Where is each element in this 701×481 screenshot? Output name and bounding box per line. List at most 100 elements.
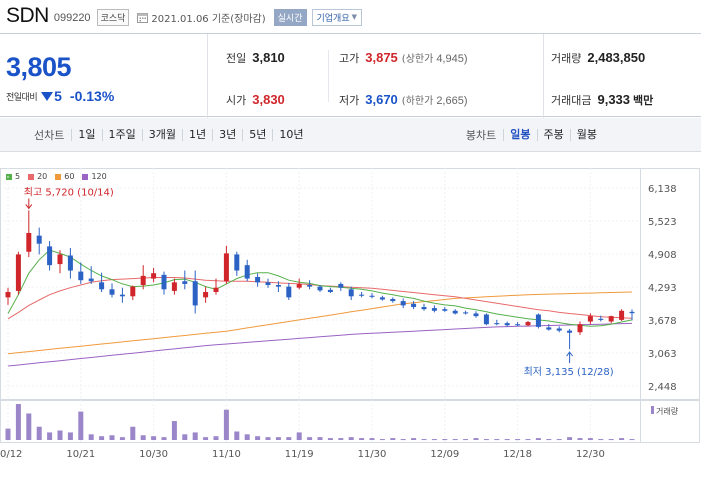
legend-swatch [82,173,89,180]
volume-bar [307,437,313,440]
amount-unit: 백만 [633,94,654,107]
volume-bar [452,439,458,441]
volume-bars: 거래량 [5,404,679,441]
candle-body [151,273,157,279]
candle-body [431,308,437,311]
x-tick-label: 10/21 [66,449,95,460]
candle-body [255,276,261,283]
open-price: 시가 3,830 [226,92,285,108]
legend-label: 5 [15,172,21,181]
stock-code: 099220 [53,12,91,24]
volume-bar [275,437,281,440]
volume-bar [109,435,115,440]
current-price: 3,805 [6,52,72,82]
x-axis: 10/12 10/21 10/30 11/10 11/19 11/30 12/09 12/18… [0,449,605,460]
legend-item[interactable]: 120 [82,172,107,181]
volume-legend-label: 거래량 [656,406,679,416]
candle-body [494,323,500,325]
volume-bar [286,437,292,440]
volume-bar [171,421,177,440]
volume-bar [587,438,593,440]
open-label: 시가 [226,94,247,107]
volume-legend-swatch [651,406,654,414]
price-summary: 3,805 전일대비 5 -0.13% 전일 3,810 시가 3,830 고가… [0,33,701,118]
x-tick-label: 12/09 [430,449,459,460]
line-range-button[interactable]: 5년 [242,128,272,141]
candle-body [213,287,219,292]
realtime-button[interactable]: 실시간 [273,8,307,26]
volume-bar [338,438,344,440]
candle-body [400,301,406,306]
candle-body [36,235,42,244]
candle-body [369,295,375,297]
x-tick-label: 10/30 [139,449,168,460]
legend-item[interactable]: 5 [6,172,20,181]
stock-name: SDN [6,4,49,27]
candle-body [275,285,281,287]
lower-limit-label: (하한가 [401,96,434,107]
candle-body [182,281,188,284]
volume-bar [494,439,500,441]
volume-bar [151,436,157,440]
volume-bar [36,426,42,440]
upper-limit-label: (상한가 [401,54,434,65]
candle-body [15,254,21,291]
candle-body [390,298,396,302]
candle-body [577,324,583,333]
candle-body [608,316,614,322]
y-tick-label: 3,063 [648,349,677,360]
candle-body [130,286,136,297]
change-value: 5 [54,88,62,104]
candle-body [223,253,229,282]
x-tick-label: 12/30 [576,449,605,460]
y-axis: 6,138 5,523 4,908 4,293 3,678 3,063 2,448 [648,184,677,393]
candle-body [473,313,479,317]
price-chart[interactable]: 최고 5,720 (10/14) 최저 3,135 (12/28) 6,138 5,… [0,168,701,481]
volume-bar [47,432,53,440]
volume-bar [608,439,614,441]
volume-bar [473,438,479,440]
line-range-button[interactable]: 3개월 [141,128,182,141]
high-price: 고가 3,875 (상한가 4,945) [339,50,468,66]
volume-bar [327,438,333,440]
low-label: 저가 [339,94,360,107]
candle-body [483,314,489,325]
candle-body [452,310,458,314]
volume-bar [223,409,229,440]
line-range-button[interactable]: 10년 [272,128,309,141]
volume-bar [192,432,198,440]
legend-item[interactable]: 60 [55,172,74,181]
candle-range-button[interactable]: 일봉 [503,128,536,141]
volume-bar [629,439,635,441]
line-range-button[interactable]: 1주일 [101,128,142,141]
volume-bar [483,439,489,441]
prev-close: 전일 3,810 [226,50,285,66]
low-annotation: 최저 3,135 (12/28) [524,366,614,378]
high-annotation: 최고 5,720 (10/14) [24,186,114,198]
volume-bar [535,438,541,440]
candle-range-button[interactable]: 월봉 [569,128,603,141]
line-range-button[interactable]: 1년 [182,128,212,141]
company-overview-dropdown[interactable]: 기업개요 ▼ [311,8,363,26]
high-value: 3,875 [365,50,398,65]
calendar-icon [137,12,149,23]
candle-body [296,283,302,288]
amount-label: 거래대금 [551,94,592,107]
volume-bar [546,439,552,441]
candle-body [327,289,333,292]
line-range-button[interactable]: 3년 [212,128,242,141]
candle-body [348,289,354,297]
candle-body [421,307,427,310]
amount-value: 9,333 [597,92,631,107]
candle-body [629,311,635,314]
low-price: 저가 3,670 (하한가 2,665) [339,92,468,108]
legend-label: 20 [37,172,48,181]
volume-bar [567,437,573,440]
legend-item[interactable]: 20 [28,172,47,181]
candle-body [317,286,323,291]
ma60-line [7,291,633,355]
line-range-button[interactable]: 1일 [71,128,101,141]
volume-bar [15,404,21,440]
candle-body [47,246,53,266]
candle-range-button[interactable]: 주봉 [536,128,570,141]
